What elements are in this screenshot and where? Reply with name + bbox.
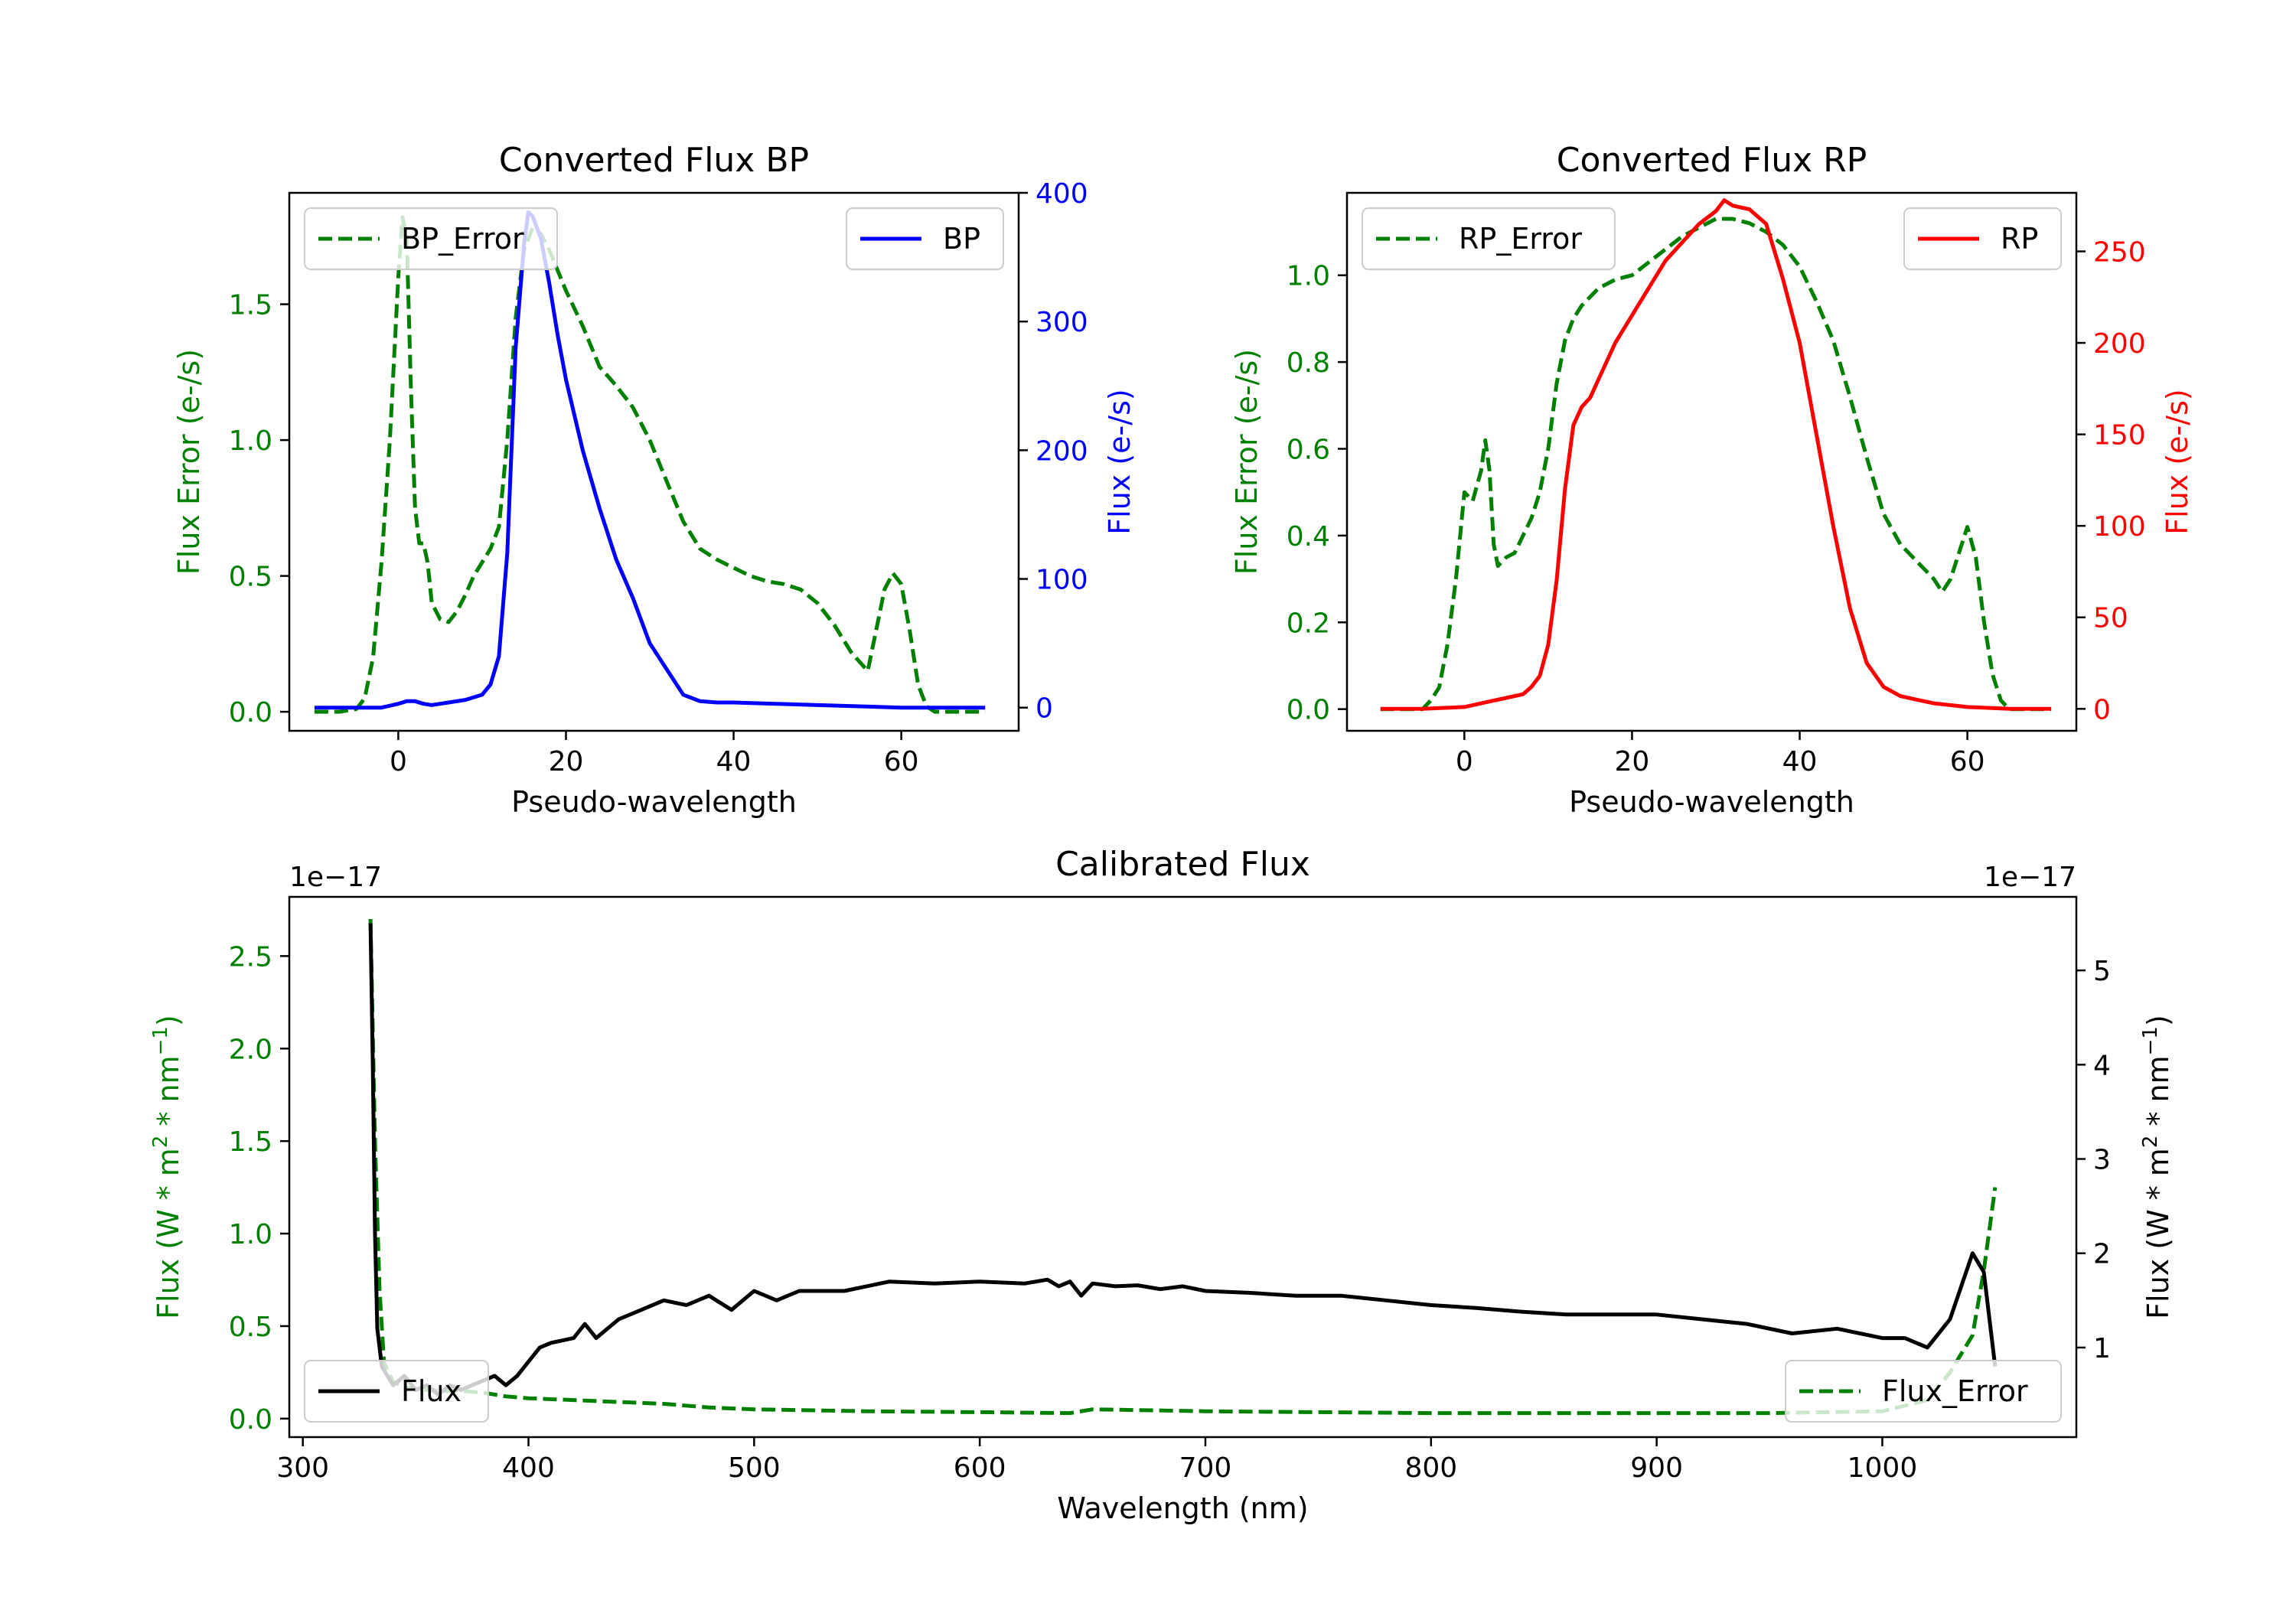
y-left-axis-label: Flux (W * m2 * nm−1) (149, 1015, 185, 1319)
x-axis-label: Wavelength (nm) (1057, 1491, 1308, 1525)
y-left-tick-label: 0.0 (229, 697, 272, 729)
legend-bp: BP (846, 207, 1004, 270)
legend-box (304, 1360, 489, 1423)
y-right-axis-label: Flux (e-/s) (2161, 389, 2194, 534)
y-right-tick-label: 100 (2093, 511, 2146, 543)
y-left-tick-label: 0.2 (1287, 608, 1330, 639)
x-tick-label: 20 (549, 746, 584, 777)
x-tick-label: 20 (1615, 746, 1650, 777)
legend-flux-error: Flux_Error (1785, 1360, 2062, 1423)
legend-bp-error: BP_Error (304, 207, 558, 270)
x-tick-label: 900 (1630, 1452, 1683, 1484)
x-tick-label: 1000 (1848, 1452, 1918, 1484)
y-left-tick-label: 0.0 (229, 1404, 272, 1436)
chart-title: Converted Flux BP (499, 141, 809, 180)
y-left-tick-label: 1.0 (229, 425, 272, 457)
y-left-axis-label: Flux Error (e-/s) (172, 349, 206, 575)
y-right-tick-label: 200 (1035, 435, 1088, 467)
legend-flux: Flux (304, 1360, 489, 1423)
y-left-offset-label: 1e−17 (289, 862, 382, 893)
y-right-tick-label: 1 (2093, 1333, 2111, 1364)
y-right-tick-label: 150 (2093, 420, 2146, 451)
y-left-tick-label: 0.6 (1287, 434, 1330, 465)
y-right-tick-label: 4 (2093, 1050, 2111, 1081)
y-right-axis-label: Flux (W * m2 * nm−1) (2139, 1015, 2175, 1319)
y-right-axis-label: Flux (e-/s) (1103, 389, 1137, 534)
x-tick-label: 0 (390, 746, 407, 777)
x-tick-label: 40 (1782, 746, 1818, 777)
legend-box (1362, 207, 1616, 270)
y-right-tick-label: 250 (2093, 237, 2146, 269)
legend-box (1785, 1360, 2062, 1423)
legend-box (304, 207, 558, 270)
plot-frame (288, 191, 1020, 732)
y-left-tick-label: 1.0 (1287, 261, 1330, 292)
y-right-tick-label: 3 (2093, 1145, 2111, 1176)
y-right-tick-label: 50 (2093, 603, 2128, 634)
y-right-tick-label: 0 (1035, 693, 1053, 725)
x-tick-label: 800 (1404, 1452, 1457, 1484)
legend-label: Flux_Error (1882, 1374, 2028, 1408)
y-right-tick-label: 300 (1035, 307, 1088, 338)
plot-frame (288, 895, 2078, 1439)
y-left-tick-label: 1.0 (229, 1219, 272, 1250)
x-tick-label: 600 (954, 1452, 1006, 1484)
y-left-axis-label: Flux Error (e-/s) (1230, 349, 1264, 575)
y-left-tick-label: 0.0 (1287, 695, 1330, 726)
legend-label: Flux (401, 1374, 461, 1408)
y-right-tick-label: 100 (1035, 565, 1088, 596)
y-left-tick-label: 1.5 (229, 290, 272, 321)
legend-box (1903, 207, 2062, 270)
x-tick-label: 300 (276, 1452, 329, 1484)
chart-title: Converted Flux RP (1557, 141, 1867, 180)
x-tick-label: 700 (1179, 1452, 1232, 1484)
x-tick-label: 0 (1456, 746, 1473, 777)
series-line-rp-error (1380, 217, 2052, 712)
y-right-tick-label: 0 (2093, 694, 2111, 725)
panel-converted-flux-bp: Converted Flux BP 0 20 40 60 Pseudo-wavelengt… (172, 141, 1137, 819)
plot-frame (1345, 191, 2078, 732)
y-left-tick-label: 1.5 (229, 1126, 272, 1158)
x-tick-label: 400 (502, 1452, 555, 1484)
legend-rp: RP (1903, 207, 2062, 270)
y-left-tick-label: 0.4 (1287, 521, 1330, 553)
x-axis-label: Pseudo-wavelength (511, 785, 797, 819)
panel-calibrated-flux: Calibrated Flux 300 400 500 600 700 800 900 1000… (149, 845, 2175, 1525)
legend-rp-error: RP_Error (1362, 207, 1616, 270)
y-right-tick-label: 2 (2093, 1239, 2111, 1270)
y-right-tick-label: 200 (2093, 328, 2146, 360)
x-tick-label: 40 (716, 746, 752, 777)
legend-label: RP_Error (1459, 222, 1582, 256)
y-left-tick-label: 2.0 (229, 1034, 272, 1065)
x-axis-label: Pseudo-wavelength (1569, 785, 1854, 819)
x-tick-label: 60 (1950, 746, 1985, 777)
chart-title: Calibrated Flux (1055, 845, 1310, 884)
y-left-tick-label: 0.8 (1287, 347, 1330, 379)
legend-label: BP (943, 222, 980, 256)
legend-label: RP (2001, 222, 2038, 256)
y-right-offset-label: 1e−17 (1984, 862, 2076, 893)
y-right-tick-label: 400 (1035, 178, 1088, 210)
y-left-tick-label: 2.5 (229, 941, 272, 973)
y-left-tick-label: 0.5 (229, 1312, 272, 1343)
x-tick-label: 60 (884, 746, 919, 777)
series-line-rp (1380, 198, 2052, 711)
panel-converted-flux-rp: Converted Flux RP 0 20 40 60 Pseudo-wavelengt… (1230, 141, 2194, 819)
x-tick-label: 500 (728, 1452, 781, 1484)
legend-label: BP_Error (401, 222, 524, 256)
y-right-tick-label: 5 (2093, 956, 2111, 987)
legend-box (846, 207, 1004, 270)
y-left-tick-label: 0.5 (229, 562, 272, 593)
